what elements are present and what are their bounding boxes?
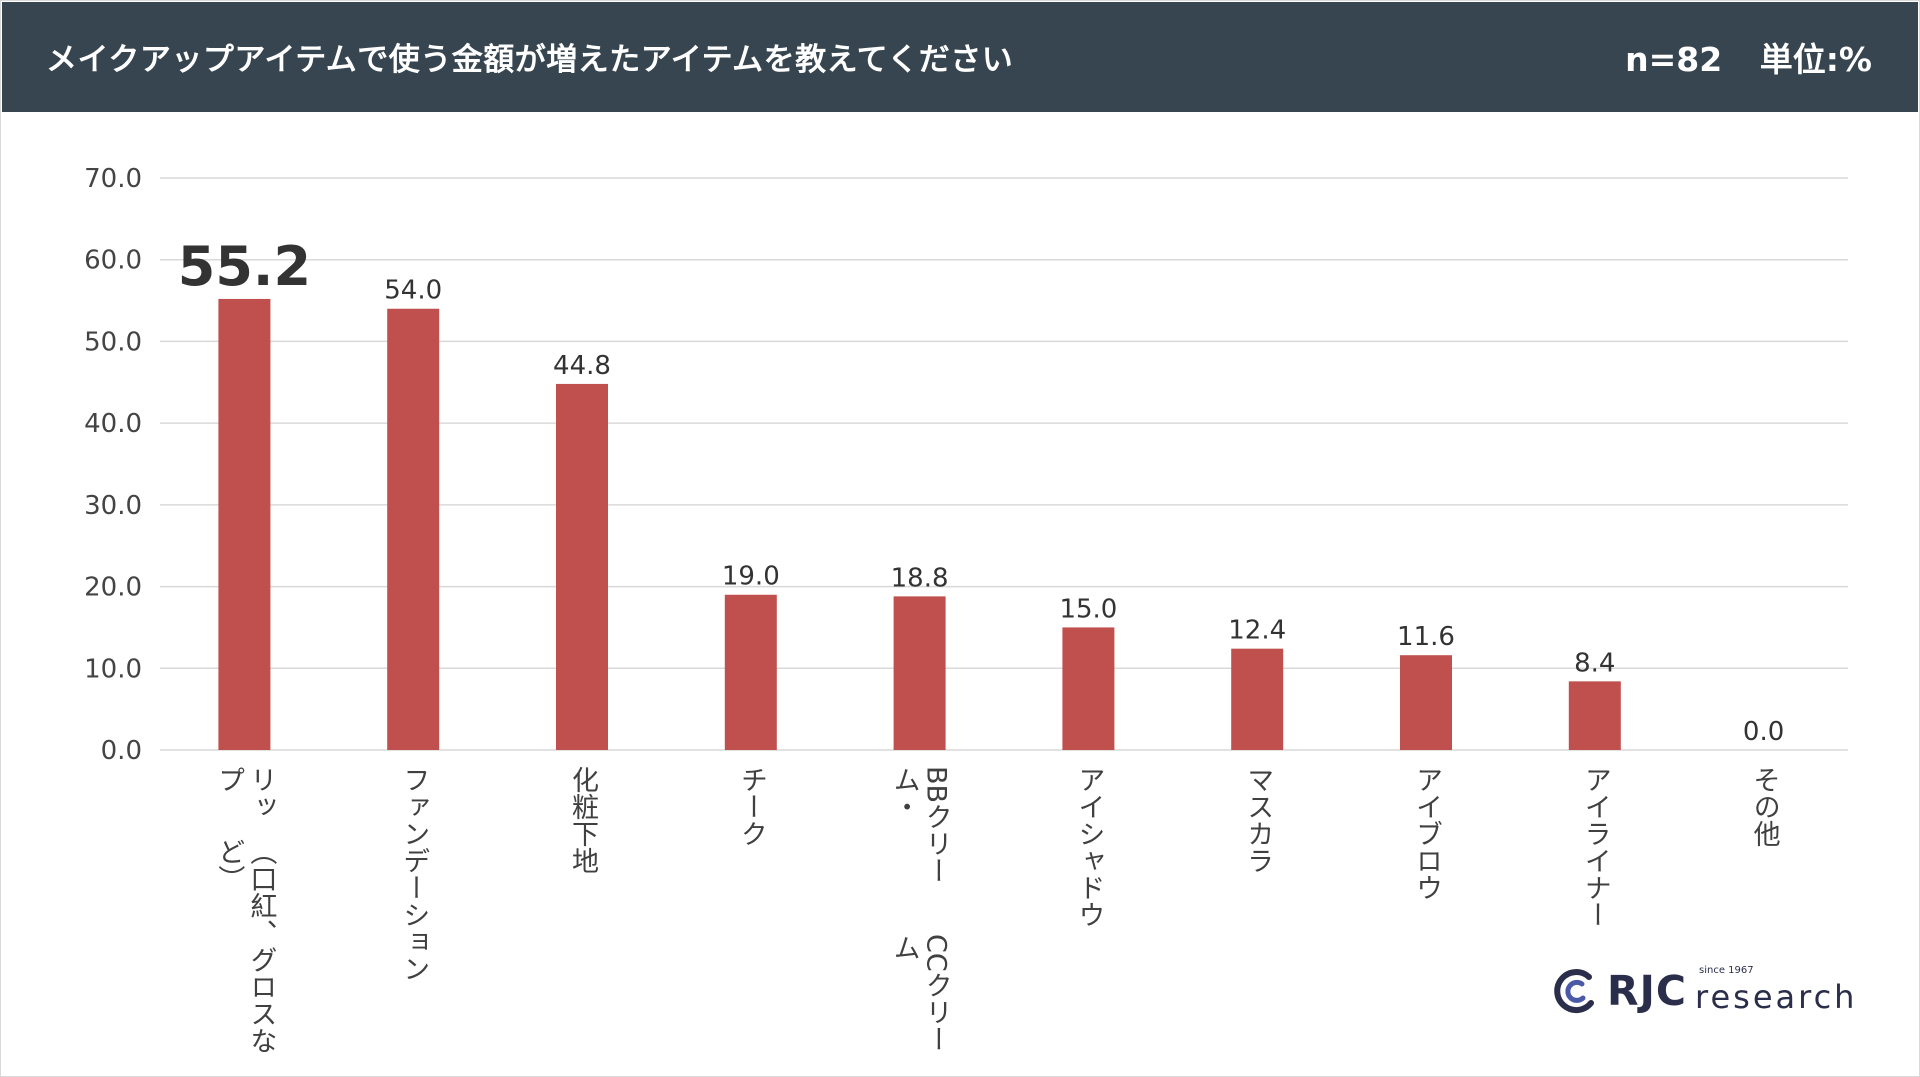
- y-tick-label: 40.0: [84, 409, 142, 439]
- y-tick-label: 60.0: [84, 246, 142, 276]
- category-label: チーク: [735, 766, 767, 847]
- category-label: ファンデーション: [398, 766, 430, 982]
- data-label: 54.0: [384, 276, 442, 306]
- category-label: アイライナー: [1579, 766, 1611, 928]
- data-label: 12.4: [1228, 616, 1286, 646]
- sample-size: n=82: [1625, 40, 1723, 79]
- header-bar: メイクアップアイテムで使う金額が増えたアイテムを教えてください n=82 単位:…: [2, 2, 1918, 112]
- category-label: リップ （口紅、グロスなど）: [213, 766, 277, 1054]
- category-label: BBクリーム・ CCクリーム: [888, 766, 952, 1054]
- category-label: その他: [1748, 766, 1780, 847]
- bar: [1568, 681, 1621, 750]
- category-label: アイシャドウ: [1073, 766, 1105, 928]
- company-logo: RJC since 1967 research: [1553, 965, 1854, 1021]
- data-label: 19.0: [722, 562, 780, 592]
- y-tick-label: 20.0: [84, 573, 142, 603]
- bar: [387, 308, 440, 750]
- bar: [218, 298, 271, 750]
- unit-label: 単位:%: [1759, 40, 1872, 79]
- data-label: 44.8: [553, 351, 611, 381]
- bar: [893, 596, 946, 750]
- y-tick-label: 50.0: [84, 327, 142, 357]
- y-tick-label: 30.0: [84, 491, 142, 521]
- bar: [1062, 627, 1115, 750]
- bar: [1400, 655, 1452, 750]
- data-label: 15.0: [1059, 594, 1117, 624]
- y-tick-label: 70.0: [84, 164, 142, 194]
- header-meta: n=82 単位:%: [1625, 2, 1872, 112]
- logo-research-text: research: [1695, 978, 1858, 1016]
- bar: [556, 383, 608, 750]
- data-label: 0.0: [1743, 717, 1784, 747]
- chart-title: メイクアップアイテムで使う金額が増えたアイテムを教えてください: [46, 42, 1014, 78]
- category-label: アイブロウ: [1411, 766, 1442, 901]
- logo-rjc-text: RJC: [1607, 967, 1687, 1015]
- data-label: 8.4: [1574, 648, 1615, 678]
- rjc-logo-icon: [1554, 969, 1594, 1014]
- data-label: 18.8: [891, 563, 949, 593]
- category-label: 化粧下地: [567, 766, 598, 874]
- category-label: マスカラ: [1242, 766, 1274, 874]
- y-tick-label: 0.0: [101, 736, 142, 766]
- y-tick-label: 10.0: [84, 654, 142, 684]
- data-label: 55.2: [178, 235, 311, 298]
- data-label: 11.6: [1397, 622, 1455, 652]
- logo-since-text: since 1967: [1699, 965, 1754, 976]
- bar: [1231, 648, 1284, 750]
- bar: [724, 594, 777, 750]
